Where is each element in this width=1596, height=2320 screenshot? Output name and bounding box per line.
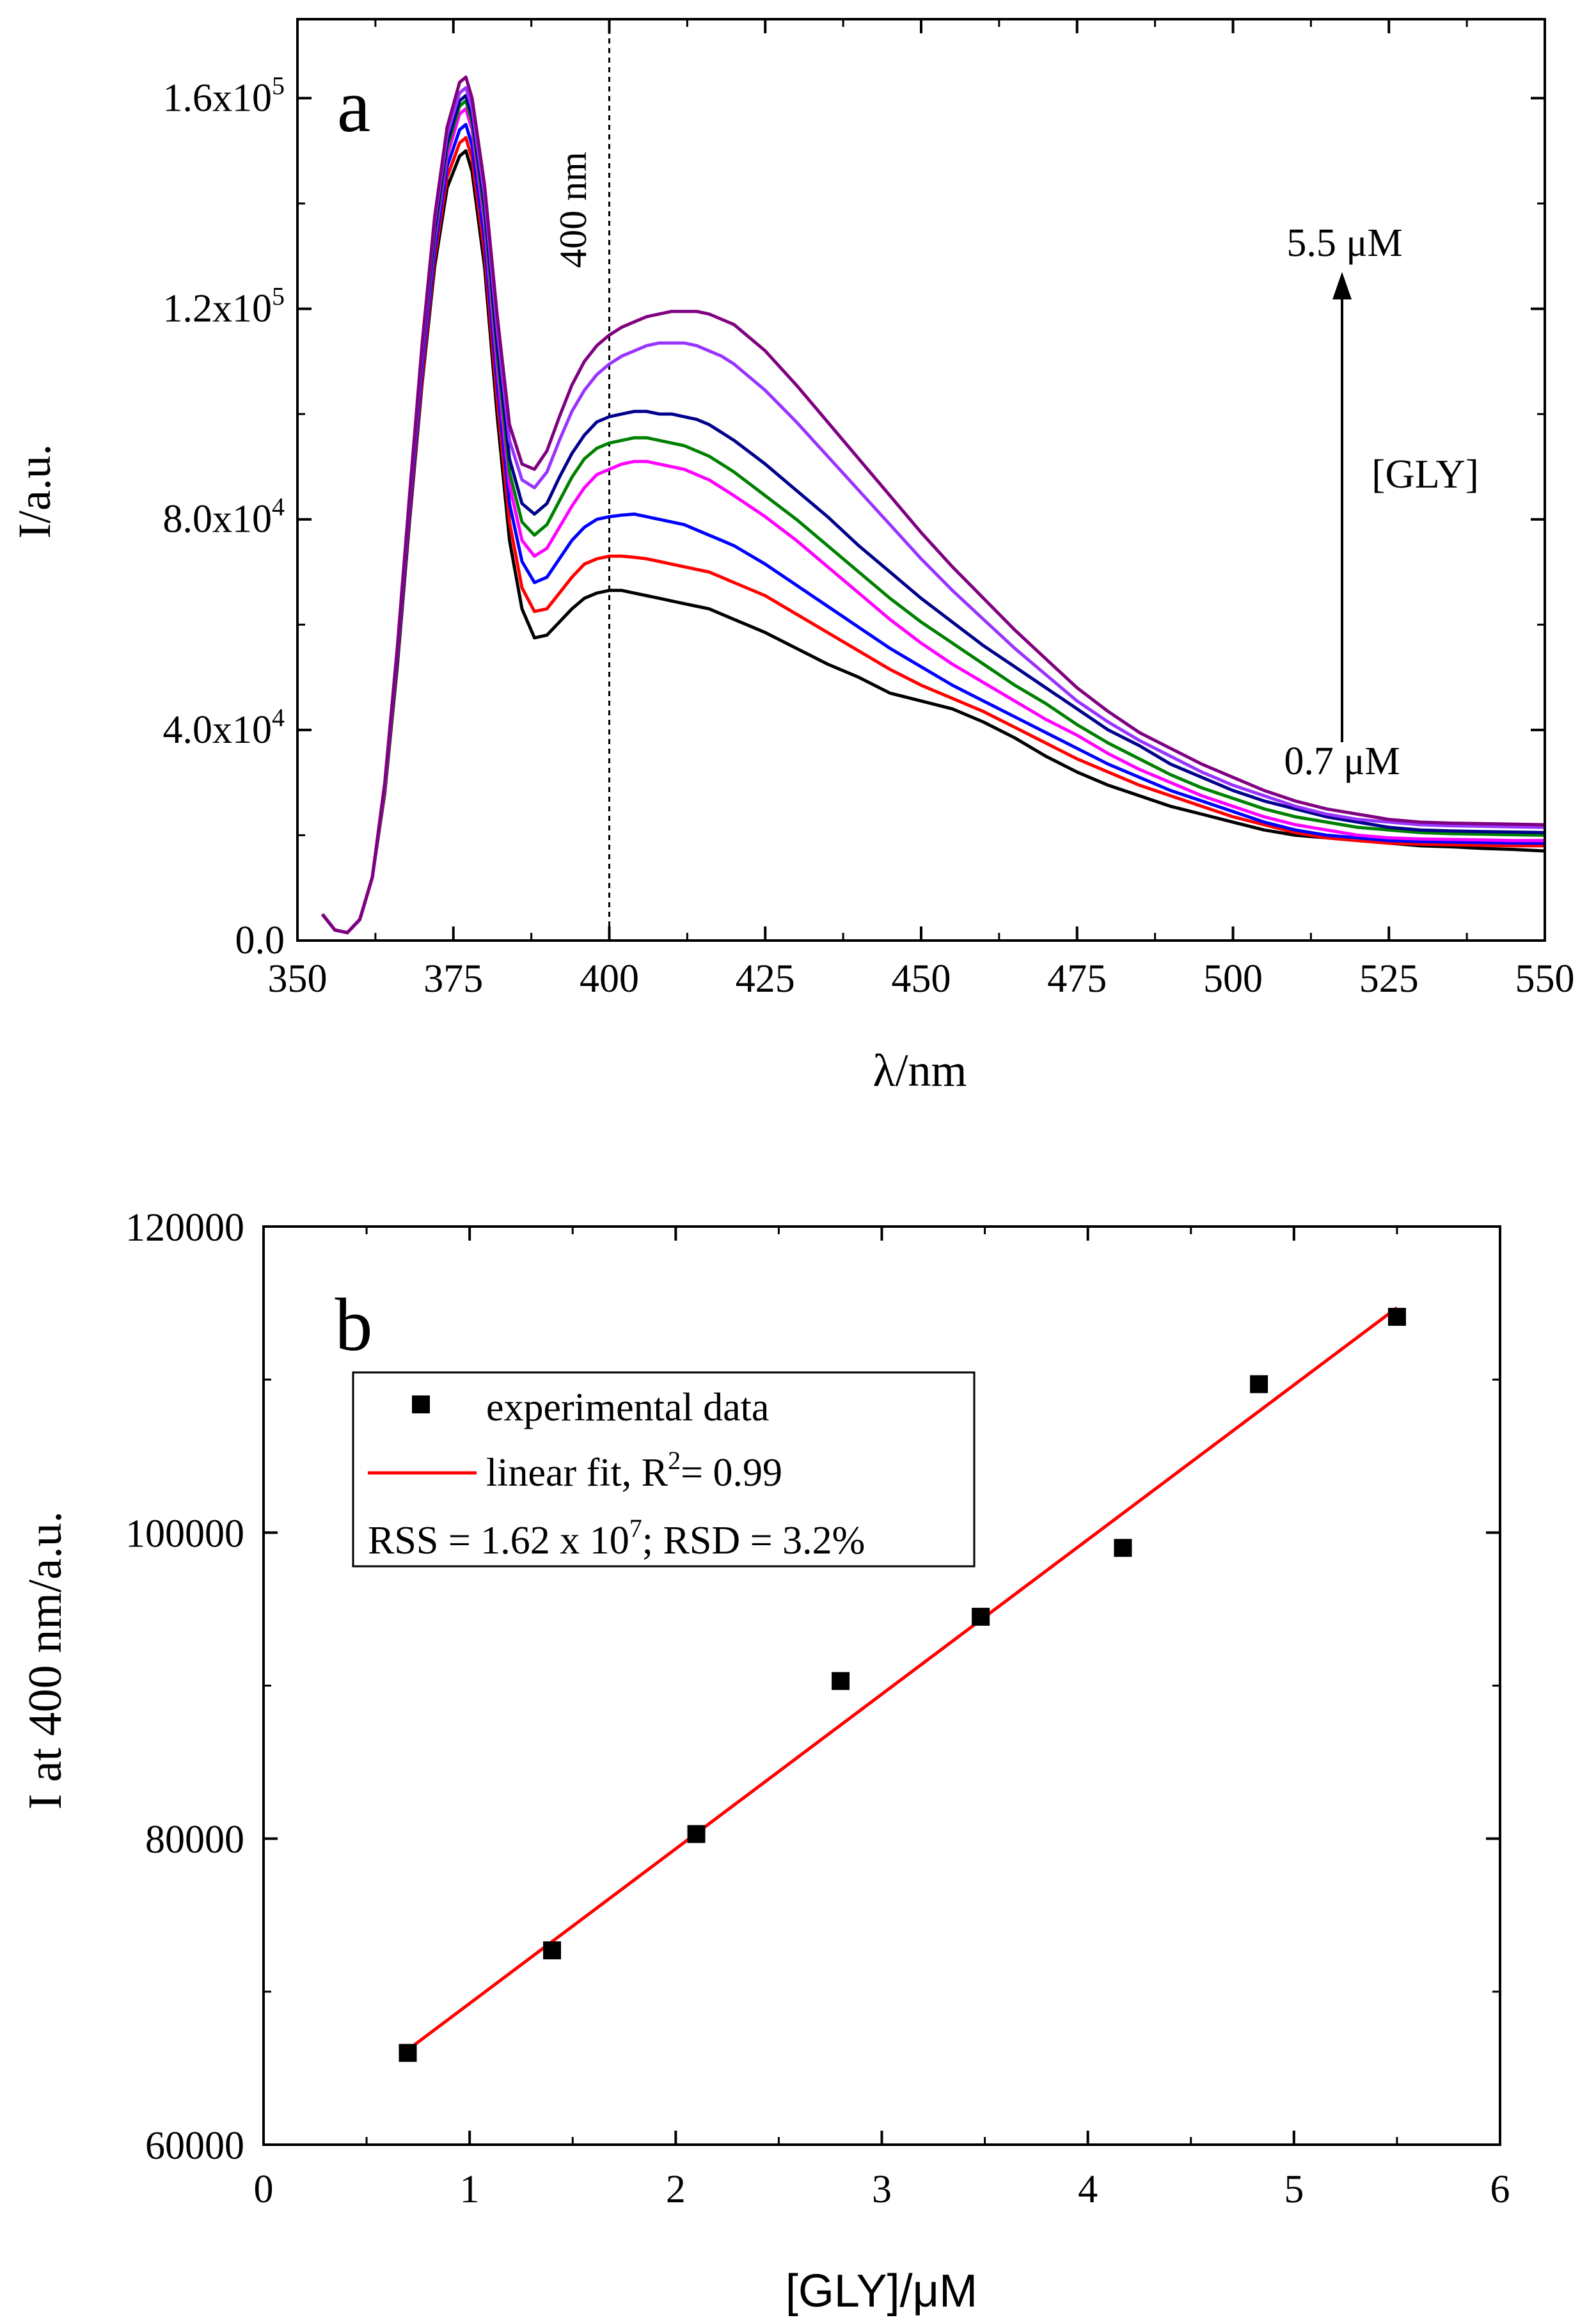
legend-square-marker-icon xyxy=(412,1395,430,1413)
panel-b-linear-fit-line xyxy=(407,1306,1398,2051)
panel-a-y-tick-label: 1.6x105 xyxy=(163,71,285,120)
panel-b-data-point xyxy=(543,1941,562,1960)
panel-b-data-point xyxy=(1250,1375,1268,1394)
legend-box xyxy=(352,1371,976,1568)
panel-b-legend: experimental data linear fit, R2= 0.99 R… xyxy=(352,1371,976,1568)
panel-a-x-tick-label: 400 xyxy=(580,957,639,1001)
panel-a-y-tick-label: 0.0 xyxy=(235,919,285,962)
panel-b-x-tick-label: 2 xyxy=(666,2168,686,2211)
panel-b-x-tick-label: 5 xyxy=(1284,2168,1304,2211)
panel-a-bottom-label: 0.7 μM xyxy=(1284,740,1400,783)
panel-b-tick-labels: 0 1 2 3 4 5 6 60000 80000 100000 120000 xyxy=(125,1206,1510,2211)
panel-a-series-group xyxy=(321,75,1545,935)
panel-b-x-tick-label: 6 xyxy=(1490,2168,1510,2211)
panel-b-data-point xyxy=(972,1607,990,1626)
panel-b-plot-frame xyxy=(262,1225,1501,2146)
panel-b-y-tick-label: 80000 xyxy=(145,1818,244,1862)
panel-b-y-tick-label: 60000 xyxy=(145,2124,244,2168)
panel-b-data-point xyxy=(1387,1308,1406,1326)
legend-entry-linear-fit: linear fit, R2= 0.99 xyxy=(486,1446,782,1495)
panel-b-x-axis-label: [GLY]/μM xyxy=(786,2266,977,2317)
legend-stats: RSS = 1.62 x 107; RSD = 3.2% xyxy=(368,1514,865,1562)
panel-b-y-tick-label: 100000 xyxy=(125,1512,244,1555)
panel-a-x-tick-label: 500 xyxy=(1203,957,1263,1001)
panel-a-x-tick-label: 450 xyxy=(892,957,951,1001)
panel-a-x-tick-label: 425 xyxy=(736,957,795,1001)
panel-b-label: b xyxy=(335,1283,373,1367)
panel-a-y-axis-label: I/a.u. xyxy=(9,444,60,539)
panel-a-ref-line-label: 400 nm xyxy=(552,152,594,268)
panel-b-data-point xyxy=(687,1825,706,1843)
panel-b-y-tick-label: 120000 xyxy=(125,1206,244,1250)
panel-a-tick-labels: 350 375 400 425 450 475 500 525 550 0.0 4.0x104 8.0… xyxy=(163,71,1575,1001)
panel-b-y-axis-label: I at 400 nm/a.u. xyxy=(19,1511,72,1810)
panel-b-x-tick-label: 0 xyxy=(254,2168,274,2211)
panel-b-data-point xyxy=(399,2044,417,2062)
panel-a-top-label: 5.5 μM xyxy=(1286,221,1402,265)
panel-b-x-tick-label: 4 xyxy=(1078,2168,1098,2211)
panel-a-x-tick-label: 375 xyxy=(423,957,483,1001)
panel-a-x-tick-label: 350 xyxy=(268,957,328,1001)
panel-a-plot-frame xyxy=(296,18,1546,942)
panel-a-ticks xyxy=(296,19,1546,942)
panel-a-series-line-8 xyxy=(321,75,1545,935)
panel-a-x-tick-label: 525 xyxy=(1359,957,1419,1001)
panel-a-y-tick-label: 1.2x105 xyxy=(163,282,285,331)
panel-a-arrow-head-icon xyxy=(1332,272,1352,299)
panel-a-spectra-chart: 350 375 400 425 450 475 500 525 550 0.0 4.0x104 8.0… xyxy=(9,18,1575,1096)
panel-a-label: a xyxy=(337,64,370,148)
panel-b-calibration-chart: 0 1 2 3 4 5 6 60000 80000 100000 120000 b experime… xyxy=(19,1206,1510,2317)
legend-entry-experimental: experimental data xyxy=(486,1386,769,1429)
panel-a-x-tick-label: 475 xyxy=(1047,957,1107,1001)
panel-b-data-point xyxy=(832,1672,850,1690)
panel-b-x-tick-label: 3 xyxy=(872,2168,892,2211)
panel-b-x-tick-label: 1 xyxy=(460,2168,480,2211)
panel-b-series-group xyxy=(399,1306,1406,2062)
panel-b-data-point xyxy=(1114,1539,1132,1557)
panel-a-arrow-label: [GLY] xyxy=(1371,451,1479,497)
panel-a-y-tick-label: 8.0x104 xyxy=(163,493,285,541)
panel-a-y-tick-label: 4.0x104 xyxy=(163,703,285,752)
panel-a-x-axis-label: λ/nm xyxy=(873,1045,967,1096)
panel-a-x-tick-label: 550 xyxy=(1515,957,1575,1001)
